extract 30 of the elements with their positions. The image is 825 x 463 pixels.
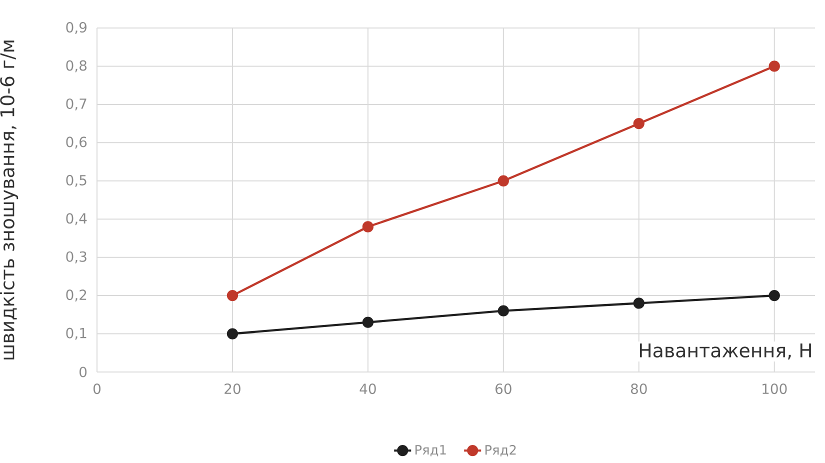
x-tick-label: 60 [496, 384, 512, 394]
point [226, 328, 238, 340]
y-tick-label: 0,7 [66, 98, 86, 110]
y-tick-label: 0 [80, 366, 87, 378]
point [498, 305, 509, 316]
x-tick-label: 40 [360, 384, 376, 394]
x-tick-label: 100 [762, 384, 787, 394]
point [498, 175, 509, 186]
y-axis-title: швидкість зношування, 10-6 г/м [0, 40, 18, 360]
y-tick-label: 0,4 [66, 213, 87, 226]
point [226, 290, 238, 302]
x-tick-label: 20 [224, 384, 240, 394]
point [768, 60, 780, 72]
x-tick-label: 0 [93, 384, 101, 394]
point [633, 118, 644, 130]
y-tick-label: 0,3 [66, 251, 86, 264]
x-tick-label: 80 [630, 384, 647, 394]
y-tick-label: 0,8 [66, 60, 87, 72]
y-tick-label: 0,6 [66, 136, 87, 149]
legend-label: Ряд2 [485, 444, 516, 456]
y-tick-label: 0,1 [66, 328, 86, 340]
point [633, 298, 644, 309]
x-axis-title: Навантаження, Н [640, 343, 811, 360]
y-tick-label: 0,2 [66, 290, 86, 302]
point [362, 221, 374, 232]
point [362, 316, 374, 328]
legend-label: Ряд1 [415, 445, 446, 456]
y-tick-label: 0,5 [66, 174, 86, 187]
point [768, 290, 780, 302]
y-tick-label: 0,9 [66, 22, 86, 34]
